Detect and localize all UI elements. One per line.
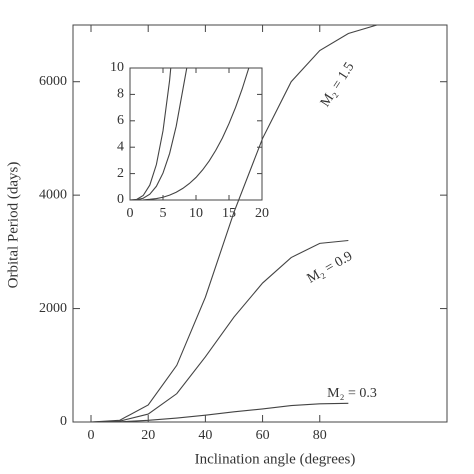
y-tick-label: 4 xyxy=(117,139,124,154)
y-tick-label: 2000 xyxy=(39,301,67,316)
y-tick-label: 6 xyxy=(117,113,124,128)
x-tick-label: 20 xyxy=(255,206,269,221)
curve xyxy=(91,402,349,422)
curves xyxy=(90,25,378,422)
curve xyxy=(130,68,250,200)
x-tick-label: 20 xyxy=(141,428,155,443)
x-tick-label: 5 xyxy=(160,206,167,221)
curve xyxy=(90,239,349,422)
y-tick-label: 8 xyxy=(117,87,124,102)
x-axis-label: Inclination angle (degrees) xyxy=(195,451,356,467)
curve xyxy=(90,25,378,422)
x-tick-label: 80 xyxy=(313,428,327,443)
curve xyxy=(130,68,172,200)
x-tick-label: 0 xyxy=(127,206,134,221)
x-tick-label: 10 xyxy=(189,206,203,221)
curve-label: M₂ = 0.3 xyxy=(327,386,377,401)
y-tick-label: 6000 xyxy=(39,74,67,89)
curve xyxy=(130,68,188,200)
plot-frame xyxy=(72,24,448,423)
y-tick-label: 4000 xyxy=(39,187,67,202)
x-tick-label: 40 xyxy=(198,428,212,443)
y-tick-label: 10 xyxy=(110,60,124,75)
curve-label: M₂ = 1.5 xyxy=(318,60,358,110)
y-axis-label: Orbital Period (days) xyxy=(5,162,21,289)
x-tick-label: 15 xyxy=(222,206,236,221)
curve-label: M₂ = 0.9 xyxy=(305,249,356,287)
x-tick-label: 0 xyxy=(88,428,95,443)
y-tick-label: 0 xyxy=(60,414,67,429)
x-tick-label: 60 xyxy=(256,428,270,443)
y-tick-label: 0 xyxy=(117,192,124,207)
y-tick-label: 2 xyxy=(117,166,124,181)
curves xyxy=(130,68,250,200)
